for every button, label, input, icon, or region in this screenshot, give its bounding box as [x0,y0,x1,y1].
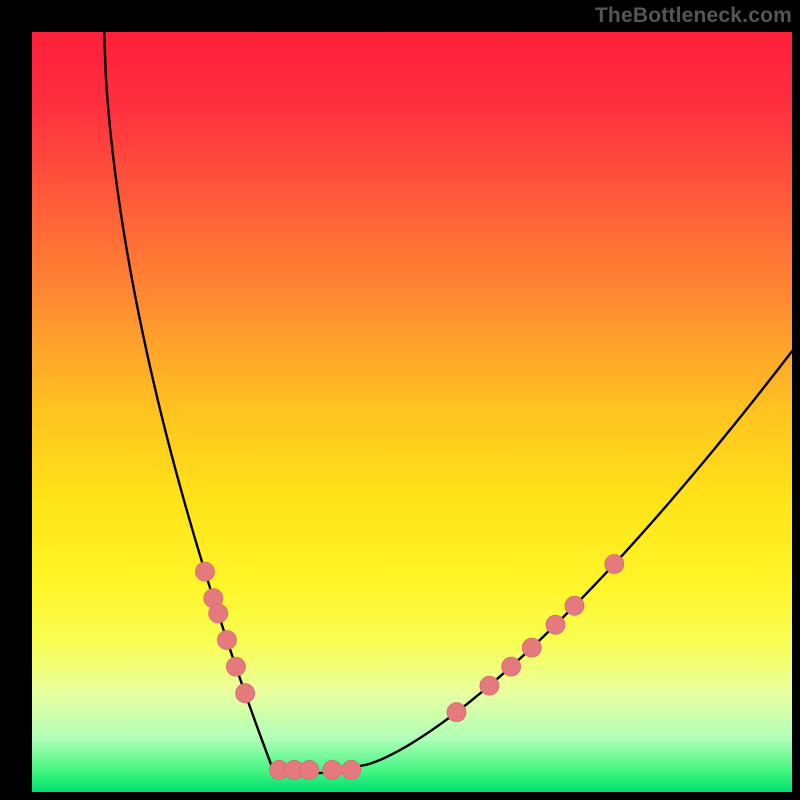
data-marker [236,684,255,703]
data-marker [217,631,236,650]
data-marker [502,657,521,676]
data-marker [546,615,565,634]
data-marker [323,760,342,779]
bottleneck-chart [0,0,800,800]
data-marker [342,760,361,779]
data-marker [195,562,214,581]
data-marker [300,760,319,779]
watermark-text: TheBottleneck.com [595,4,792,28]
data-marker [480,676,499,695]
plot-gradient [32,32,792,792]
data-marker [565,596,584,615]
data-marker [605,555,624,574]
data-marker [447,703,466,722]
stage: TheBottleneck.com [0,0,800,800]
data-marker [209,604,228,623]
data-marker [522,638,541,657]
data-marker [226,657,245,676]
